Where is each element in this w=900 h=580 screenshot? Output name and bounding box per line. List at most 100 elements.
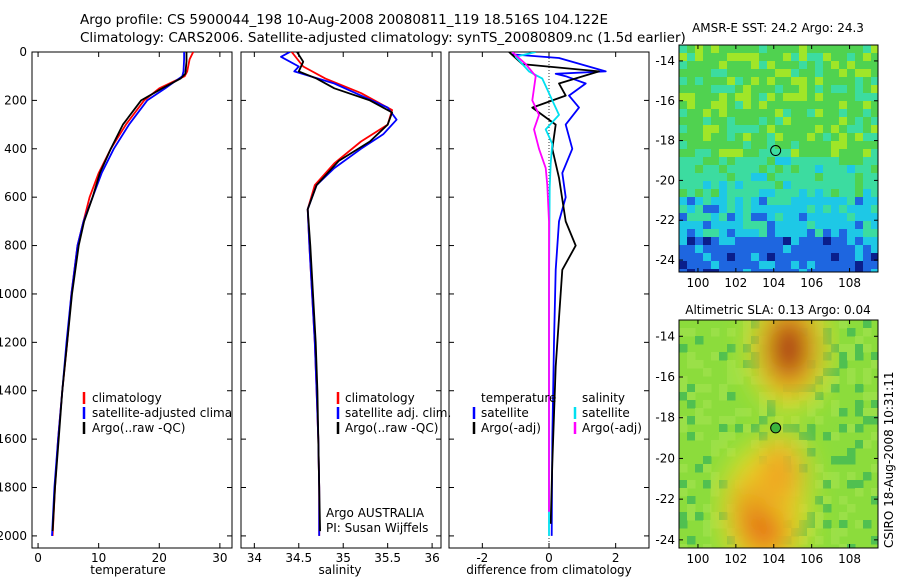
map-cell — [727, 45, 736, 54]
map-cell — [695, 408, 704, 417]
x-tick-label: 106 — [800, 552, 823, 566]
map-cell — [767, 189, 776, 198]
map-cell — [727, 77, 736, 86]
map-cell — [823, 133, 832, 142]
map-cell — [703, 197, 712, 206]
map-cell — [799, 181, 808, 190]
map-cell — [719, 229, 728, 238]
x-tick-label: 2 — [612, 551, 620, 565]
map-cell — [735, 117, 744, 126]
series-group — [51, 52, 195, 536]
map-cell — [839, 85, 848, 94]
map-cell — [679, 109, 688, 118]
map-cell — [807, 213, 816, 222]
sla-map-title: Altimetric SLA: 0.13 Argo: 0.04 — [685, 303, 870, 317]
map-cell — [831, 109, 840, 118]
map-cell — [807, 237, 816, 246]
map-cell — [767, 197, 776, 206]
map-cell — [759, 61, 768, 70]
map-cell — [751, 157, 760, 166]
y-tick-label: -18 — [655, 411, 675, 425]
map-cell — [695, 269, 704, 272]
map-cell — [751, 237, 760, 246]
map-cell — [807, 165, 816, 174]
map-cell — [839, 125, 848, 134]
map-cell — [751, 45, 760, 54]
map-cell — [871, 189, 878, 198]
map-cell — [735, 213, 744, 222]
map-cell — [847, 125, 856, 134]
map-cell — [863, 189, 872, 198]
map-cell — [743, 360, 752, 369]
salinity-annotation-line1: Argo AUSTRALIA — [326, 506, 425, 520]
map-cell — [855, 384, 864, 393]
map-cell — [687, 125, 696, 134]
map-cell — [703, 400, 712, 409]
map-cell — [767, 221, 776, 230]
salinity-panel: 34 34.5 35 35.5 36 — [240, 51, 442, 565]
argo-location-marker — [770, 145, 782, 157]
map-cell — [799, 93, 808, 102]
map-cell — [791, 253, 800, 262]
map-cell — [839, 253, 848, 262]
legend-label: satellite — [582, 406, 630, 420]
x-tick-label: 20 — [152, 551, 167, 565]
x-tick-label: 108 — [838, 276, 861, 290]
map-cell — [695, 45, 704, 54]
map-cell — [815, 77, 824, 86]
map-cell — [735, 77, 744, 86]
map-cell — [687, 237, 696, 246]
map-cell — [871, 149, 878, 158]
map-cell — [759, 416, 768, 425]
map-cell — [807, 245, 816, 254]
map-cell — [839, 261, 848, 270]
map-cell — [791, 141, 800, 150]
map-cell — [743, 165, 752, 174]
map-cell — [775, 261, 784, 270]
map-cell — [847, 472, 856, 481]
map-cell — [839, 93, 848, 102]
map-cell — [871, 93, 878, 102]
map-cell — [727, 237, 736, 246]
map-cell — [775, 45, 784, 54]
map-cell — [823, 229, 832, 238]
map-cell — [679, 221, 688, 230]
map-cell — [743, 189, 752, 198]
y-tick-label: 1200 — [0, 335, 27, 349]
map-cell — [855, 480, 864, 489]
map-cell — [847, 376, 856, 385]
map-cell — [839, 213, 848, 222]
map-cell — [791, 424, 800, 433]
map-cell — [711, 181, 720, 190]
map-cell — [703, 125, 712, 134]
map-cell — [839, 520, 848, 529]
legend-label: climatology — [92, 391, 162, 405]
map-cell — [679, 133, 688, 142]
map-cell — [679, 93, 688, 102]
map-cell — [759, 109, 768, 118]
map-cell — [679, 376, 688, 385]
x-tick-label: 30 — [212, 551, 227, 565]
map-cell — [863, 53, 872, 62]
map-cell — [719, 141, 728, 150]
map-cell — [855, 440, 864, 449]
map-cell — [719, 149, 728, 158]
map-cell — [735, 45, 744, 54]
map-cell — [695, 93, 704, 102]
map-cell — [743, 253, 752, 262]
map-cell — [711, 221, 720, 230]
map-cell — [687, 205, 696, 214]
map-cell — [791, 237, 800, 246]
map-cell — [711, 173, 720, 182]
map-cell — [839, 456, 848, 465]
map-cell — [791, 245, 800, 254]
map-cell — [783, 245, 792, 254]
map-cell — [863, 368, 872, 377]
map-cell — [711, 328, 720, 337]
map-cell — [831, 269, 840, 272]
map-cell — [815, 173, 824, 182]
map-cell — [855, 205, 864, 214]
map-cell — [687, 149, 696, 158]
map-cell — [839, 424, 848, 433]
map-cell — [855, 181, 864, 190]
